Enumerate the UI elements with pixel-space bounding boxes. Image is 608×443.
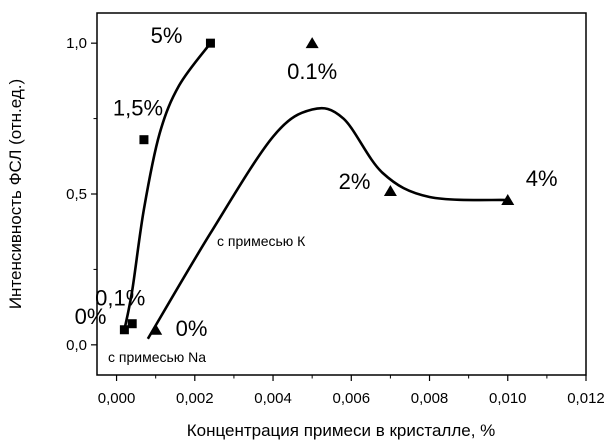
x-tick-label: 0,000: [98, 390, 136, 407]
y-axis: 0,0 0,5 1,0: [66, 35, 97, 354]
x-tick-label: 0,006: [333, 390, 371, 407]
x-axis: 0,000 0,002 0,004 0,006 0,008 0,010 0,012: [98, 375, 605, 407]
square-marker: [205, 38, 215, 48]
fit-curve: [123, 42, 212, 331]
y-axis-title: Интенсивность ФСЛ (отн.ед.): [6, 79, 25, 309]
y-tick-label: 0,0: [66, 337, 87, 354]
point-label: 2%: [339, 169, 371, 194]
series-annotation: с примесью К: [217, 233, 306, 249]
x-tick-label: 0,008: [411, 390, 449, 407]
point-label: 5%: [151, 23, 183, 48]
y-tick-label: 0,5: [66, 186, 87, 203]
point-label: 0%: [75, 304, 107, 329]
fit-curve: [146, 106, 508, 340]
point-label: 0%: [176, 316, 208, 341]
point-labels: 0%0,1%1,5%5%0%0.1%2% 4%: [75, 23, 558, 341]
x-axis-title: Концентрация примеси в кристалле, %: [187, 421, 496, 440]
series-annotation: с примесью Na: [108, 349, 206, 365]
triangle-marker: [501, 194, 515, 206]
x-tick-label: 0,010: [489, 390, 527, 407]
point-label: 0,1%: [95, 286, 145, 311]
data-markers: [119, 37, 515, 335]
plot-frame: [96, 12, 587, 376]
square-marker: [119, 325, 129, 335]
triangle-marker: [383, 184, 397, 196]
square-marker: [139, 135, 149, 145]
square-marker: [127, 319, 137, 329]
x-tick-label: 0,004: [254, 390, 292, 407]
point-label: 1,5%: [113, 96, 163, 121]
point-label: 0.1%: [287, 59, 337, 84]
y-tick-label: 1,0: [66, 35, 87, 52]
x-tick-label: 0,002: [176, 390, 214, 407]
triangle-marker: [305, 37, 319, 49]
point-label: 4%: [526, 166, 558, 191]
fit-curves: [123, 42, 508, 340]
series-annotations: с примесью Na с примесью К: [108, 233, 306, 365]
triangle-marker: [149, 323, 163, 335]
x-tick-label: 0,012: [567, 390, 605, 407]
